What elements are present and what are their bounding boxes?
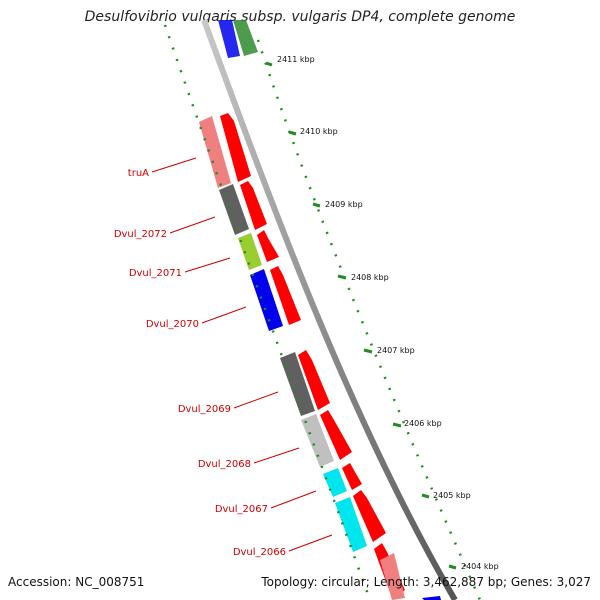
scale-tick	[337, 274, 347, 280]
gene-block-dvul-2071[interactable]	[238, 233, 262, 270]
scale-label-2409: 2409 kbp	[325, 200, 363, 209]
cds-arrow[interactable]	[220, 113, 251, 182]
map-title: Desulfovibrio vulgaris subsp. vulgaris D…	[84, 9, 516, 25]
gene-label-dvul-2072[interactable]: Dvul_2072	[114, 229, 167, 240]
gene-block-top-blue[interactable]	[218, 20, 240, 58]
scale-tick	[265, 61, 273, 67]
scale-label-2405: 2405 kbp	[433, 491, 471, 500]
genome-backbone	[201, 18, 458, 600]
gene-label-dvul-2070[interactable]: Dvul_2070	[146, 319, 199, 330]
gene-block-dvul-2068[interactable]	[301, 414, 334, 467]
cds-arrow[interactable]	[353, 490, 386, 542]
scale-label-2407: 2407 kbp	[377, 346, 415, 355]
gene-block-dvul-2066[interactable]	[335, 497, 367, 552]
scale-tick	[392, 422, 402, 428]
cds-arrow[interactable]	[298, 350, 330, 410]
gene-block-dvul-2067[interactable]	[323, 468, 347, 497]
scale-label-2411: 2411 kbp	[277, 55, 315, 64]
scale-label-2406: 2406 kbp	[404, 419, 442, 428]
gene-label-dvul-2069[interactable]: Dvul_2069	[178, 404, 231, 415]
label-line-dvul-2068	[253, 447, 300, 464]
label-line-dvul-2071	[184, 257, 231, 273]
cds-arrow[interactable]	[320, 410, 352, 460]
label-line-dvul-2069	[233, 391, 279, 409]
gene-labels: truA Dvul_2072 Dvul_2071 Dvul_2070 Dvul_…	[114, 168, 286, 558]
gene-block-bottom-pink[interactable]	[380, 553, 405, 600]
cds-track	[220, 113, 405, 598]
gene-block-truA[interactable]	[199, 116, 231, 188]
gene-block-top-green[interactable]	[233, 20, 258, 56]
label-line-dvul-2066	[288, 534, 333, 552]
cds-arrow[interactable]	[240, 181, 267, 230]
scale-labels: 2411 kbp 2410 kbp 2409 kbp 2408 kbp 2407…	[277, 55, 499, 571]
label-line-dvul-2070	[201, 306, 247, 324]
scale-tick	[288, 130, 297, 136]
label-line-truA	[151, 157, 197, 173]
scale-dotted-ruler	[256, 39, 482, 600]
label-line-dvul-2072	[169, 216, 216, 234]
gene-block-dvul-2070[interactable]	[250, 269, 283, 331]
gene-blocks	[199, 116, 441, 600]
scale-tick	[421, 493, 430, 499]
cds-arrow[interactable]	[257, 230, 279, 262]
gene-block-dvul-2072[interactable]	[219, 184, 249, 235]
accession-text: Accession: NC_008751	[8, 575, 145, 589]
scale-tick	[312, 202, 321, 208]
gene-label-lines	[151, 157, 333, 552]
gene-block-dvul-2069[interactable]	[280, 352, 315, 416]
gene-label-dvul-2066[interactable]: Dvul_2066	[233, 547, 286, 558]
scale-ticks	[265, 61, 457, 570]
gene-label-dvul-2067[interactable]: Dvul_2067	[215, 504, 268, 515]
label-line-dvul-2067	[270, 490, 317, 509]
cds-arrow[interactable]	[342, 463, 362, 490]
scale-tick	[448, 564, 457, 570]
gene-label-dvul-2071[interactable]: Dvul_2071	[129, 268, 182, 279]
scale-label-2410: 2410 kbp	[300, 127, 338, 136]
cds-arrow[interactable]	[270, 266, 301, 325]
scale-label-2408: 2408 kbp	[351, 273, 389, 282]
gene-label-dvul-2068[interactable]: Dvul_2068	[198, 459, 251, 470]
scale-tick	[363, 348, 373, 354]
gene-label-truA[interactable]: truA	[128, 168, 149, 179]
gene-block-bottom-blue[interactable]	[422, 596, 441, 600]
genome-summary: Topology: circular; Length: 3,462,887 bp…	[261, 575, 591, 589]
scale-label-2404: 2404 kbp	[461, 562, 499, 571]
